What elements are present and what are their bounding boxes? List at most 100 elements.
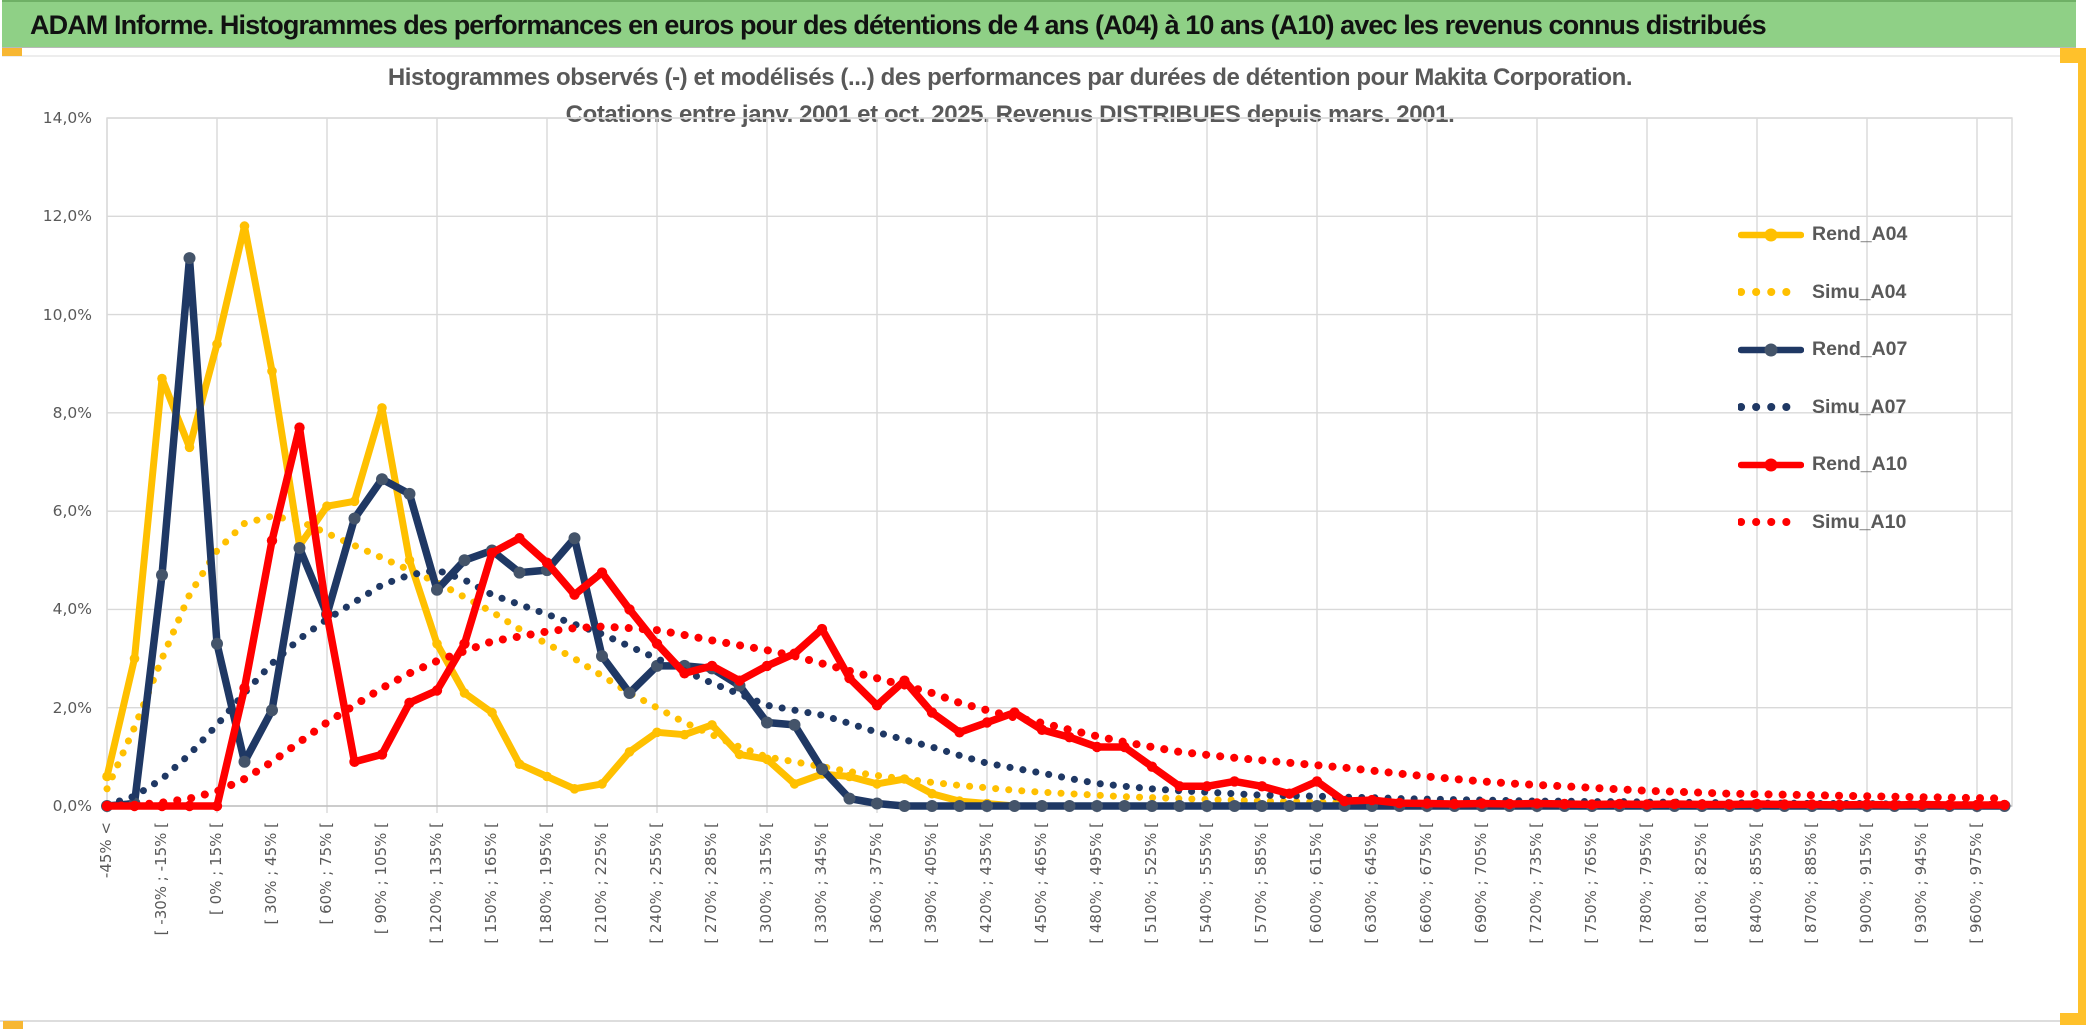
x-axis-label: [ 60% ; 75% [ xyxy=(317,822,335,925)
y-axis-label: 2,0% xyxy=(52,698,92,717)
series-marker-Rend_A10 xyxy=(1311,776,1323,787)
series-marker-Rend_A07 xyxy=(431,583,443,596)
series-marker-Rend_A10 xyxy=(239,682,250,694)
frame-accent-top-left-icon xyxy=(2,48,22,56)
series-marker-Rend_A10 xyxy=(1724,799,1735,810)
series-marker-Rend_A10 xyxy=(514,533,525,544)
series-marker-Rend_A04 xyxy=(267,366,277,376)
series-marker-Rend_A10 xyxy=(569,589,580,600)
series-marker-Rend_A10 xyxy=(1751,798,1763,810)
x-axis-label: [ 840% ; 855% [ xyxy=(1747,822,1765,944)
series-marker-Rend_A10 xyxy=(541,557,553,568)
legend-item-Simu_A07: Simu_A07 xyxy=(1738,379,1907,437)
series-marker-Rend_A10 xyxy=(954,727,965,738)
x-axis-label: [ 720% ; 735% [ xyxy=(1527,822,1545,944)
x-axis-label: [ 960% ; 975% [ xyxy=(1967,822,1985,944)
series-marker-Rend_A10 xyxy=(1284,788,1295,799)
series-marker-Rend_A07 xyxy=(1008,800,1021,812)
x-axis-label: [ 600% ; 615% [ xyxy=(1307,822,1325,944)
series-marker-Rend_A10 xyxy=(184,800,195,812)
x-axis-label: [ 480% ; 495% [ xyxy=(1087,822,1105,944)
series-marker-Rend_A10 xyxy=(1146,761,1158,772)
series-marker-Rend_A07 xyxy=(926,800,938,812)
x-axis-label: [ 180% ; 195% [ xyxy=(537,822,555,944)
y-axis-label: 14,0% xyxy=(42,109,92,127)
legend-swatch-line-icon xyxy=(1738,228,1804,242)
series-marker-Rend_A10 xyxy=(431,685,443,696)
series-marker-Rend_A04 xyxy=(102,771,112,782)
series-marker-Rend_A10 xyxy=(1476,798,1488,809)
series-marker-Rend_A10 xyxy=(981,717,993,728)
series-marker-Rend_A04 xyxy=(212,339,222,349)
header-bar: ADAM Informe. Histogrammes des performan… xyxy=(2,0,2076,47)
x-axis-label: [ 0% ; 15% [ xyxy=(207,822,225,915)
x-axis-label: [ 360% ; 375% [ xyxy=(867,822,885,944)
series-marker-Rend_A07 xyxy=(183,252,196,265)
series-marker-Rend_A10 xyxy=(1779,799,1790,810)
series-line-Rend_A10 xyxy=(103,423,2009,810)
y-axis-label: 0,0% xyxy=(52,797,92,815)
series-marker-Rend_A04 xyxy=(349,496,360,507)
series-marker-Rend_A07 xyxy=(898,800,911,812)
series-marker-Rend_A07 xyxy=(953,800,966,812)
legend-swatch-line-icon xyxy=(1738,343,1804,357)
series-marker-Rend_A04 xyxy=(707,720,717,730)
series-marker-Rend_A07 xyxy=(1118,800,1131,812)
series-marker-Rend_A07 xyxy=(156,569,168,581)
series-marker-Rend_A10 xyxy=(1889,799,1900,811)
series-marker-Rend_A04 xyxy=(624,747,635,757)
series-marker-Rend_A10 xyxy=(1036,724,1048,735)
series-marker-Rend_A07 xyxy=(816,763,828,776)
frame-accent-bottom-left-icon xyxy=(3,1021,23,1029)
y-axis-label: 4,0% xyxy=(52,600,92,619)
x-axis-label: [ 420% ; 435% [ xyxy=(977,822,995,944)
legend-label: Simu_A04 xyxy=(1812,280,1907,303)
series-marker-Rend_A10 xyxy=(1669,798,1680,810)
legend-label: Rend_A07 xyxy=(1812,338,1908,361)
x-axis-label: [ 240% ; 255% [ xyxy=(647,822,665,944)
series-marker-Rend_A10 xyxy=(1531,798,1543,809)
frame-accent-top-right-icon xyxy=(2060,48,2082,63)
series-marker-Rend_A10 xyxy=(1559,798,1570,810)
series-marker-Rend_A07 xyxy=(211,637,223,650)
series-marker-Rend_A07 xyxy=(1173,800,1186,812)
series-marker-Rend_A07 xyxy=(1283,800,1296,812)
legend-swatch-dots-icon xyxy=(1738,518,1804,527)
series-marker-Rend_A07 xyxy=(293,542,306,554)
frame-accent-right-strip xyxy=(2078,48,2086,1025)
x-axis-label: [ 540% ; 555% [ xyxy=(1197,822,1215,944)
page-title: ADAM Informe. Histogrammes des performan… xyxy=(30,10,1767,40)
x-axis-label: [ 390% ; 405% [ xyxy=(922,822,940,944)
series-marker-Rend_A04 xyxy=(597,779,607,789)
x-axis-label: [ 300% ; 315% [ xyxy=(757,822,775,944)
legend-item-Simu_A04: Simu_A04 xyxy=(1738,264,1907,322)
x-axis-label: [ 900% ; 915% [ xyxy=(1857,822,1875,944)
divider-bottom xyxy=(0,1020,2086,1022)
y-axis-label: 12,0% xyxy=(42,207,92,226)
series-marker-Rend_A10 xyxy=(706,660,718,672)
series-marker-Rend_A04 xyxy=(789,779,800,789)
series-marker-Rend_A10 xyxy=(1614,798,1625,810)
series-marker-Rend_A10 xyxy=(1174,781,1185,792)
legend: Rend_A04 Simu_A04 Rend_A07 Simu_A07 Rend_A10… xyxy=(1738,206,1907,551)
series-marker-Rend_A07 xyxy=(981,800,993,812)
series-marker-Rend_A10 xyxy=(1861,799,1873,810)
x-axis-label: [ 870% ; 885% [ xyxy=(1802,822,1820,944)
series-marker-Rend_A04 xyxy=(404,555,415,566)
chart-title-line2: Cotations entre janv. 2001 et oct. 2025.… xyxy=(565,101,1455,128)
series-marker-Rend_A07 xyxy=(761,716,773,729)
legend-label: Simu_A10 xyxy=(1812,510,1907,533)
legend-swatch-dots-icon xyxy=(1738,403,1804,412)
series-marker-Rend_A07 xyxy=(1036,800,1048,812)
divider xyxy=(2,55,2078,57)
series-marker-Rend_A07 xyxy=(1228,800,1241,812)
series-marker-Rend_A04 xyxy=(239,221,250,231)
series-marker-Rend_A10 xyxy=(1201,781,1213,792)
x-axis-label: [ 210% ; 225% [ xyxy=(592,822,610,944)
series-marker-Rend_A10 xyxy=(1916,799,1928,810)
series-line-Simu_A10 xyxy=(103,622,2009,810)
series-marker-Rend_A04 xyxy=(927,788,937,799)
x-axis-label: [ 450% ; 465% [ xyxy=(1032,822,1050,944)
series-marker-Rend_A07 xyxy=(458,554,471,567)
